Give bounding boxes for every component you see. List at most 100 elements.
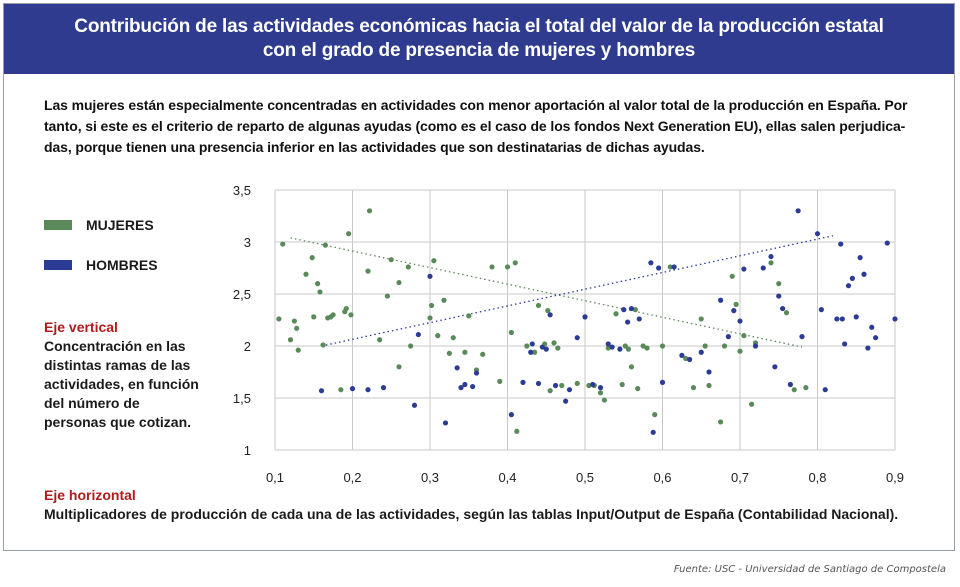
data-point-mujeres xyxy=(706,382,712,389)
data-point-mujeres xyxy=(294,325,300,331)
legend-label-women: MUJERES xyxy=(86,217,154,233)
data-point-mujeres xyxy=(768,260,774,266)
data-point-mujeres xyxy=(435,333,441,339)
data-point-mujeres xyxy=(462,349,468,355)
trendline-hombres xyxy=(321,235,834,347)
y-tick-label: 1 xyxy=(244,443,251,458)
x-tick-label: 0,3 xyxy=(421,470,439,485)
data-point-hombres xyxy=(718,297,724,303)
data-point-mujeres xyxy=(431,258,437,264)
data-point-mujeres xyxy=(545,308,551,314)
data-point-mujeres xyxy=(346,231,352,237)
data-point-hombres xyxy=(566,387,573,393)
data-point-mujeres xyxy=(791,387,797,393)
data-point-mujeres xyxy=(450,335,456,341)
data-point-hombres xyxy=(473,370,480,376)
legend-item-men: HOMBRES xyxy=(44,255,158,275)
y-tick-label: 3 xyxy=(244,235,251,250)
title-line-2: con el grado de presencia de mujeres y h… xyxy=(262,40,696,61)
data-point-mujeres xyxy=(497,378,503,384)
data-point-mujeres xyxy=(365,268,371,274)
data-point-hombres xyxy=(442,420,449,426)
data-point-mujeres xyxy=(291,318,297,324)
x-tick-label: 0,1 xyxy=(266,470,284,485)
data-point-mujeres xyxy=(317,289,323,295)
data-point-mujeres xyxy=(652,412,658,418)
data-point-mujeres xyxy=(659,343,666,349)
data-point-mujeres xyxy=(628,364,635,370)
vertical-axis-title: Eje vertical xyxy=(44,319,118,335)
data-point-hombres xyxy=(454,365,460,371)
data-point-mujeres xyxy=(737,348,743,354)
data-point-hombres xyxy=(528,349,534,355)
data-point-hombres xyxy=(508,412,514,418)
data-point-hombres xyxy=(787,381,793,388)
data-point-hombres xyxy=(818,307,824,313)
data-point-mujeres xyxy=(547,388,553,394)
intro-line-1: Las mujeres están especialmente concentr… xyxy=(44,97,908,113)
data-point-mujeres xyxy=(555,345,561,351)
y-tick-label: 3,5 xyxy=(233,183,251,198)
data-point-hombres xyxy=(574,335,580,341)
x-tick-label: 0,4 xyxy=(498,470,516,485)
data-point-hombres xyxy=(458,385,464,391)
data-point-mujeres xyxy=(508,329,514,336)
data-point-hombres xyxy=(415,331,421,338)
data-point-hombres xyxy=(884,240,890,246)
data-point-mujeres xyxy=(396,279,402,286)
data-point-mujeres xyxy=(315,281,321,287)
data-point-mujeres xyxy=(535,302,542,309)
data-point-mujeres xyxy=(388,257,394,263)
data-point-mujeres xyxy=(427,315,433,321)
data-point-mujeres xyxy=(698,316,704,322)
data-point-mujeres xyxy=(741,333,747,339)
data-point-mujeres xyxy=(276,316,282,322)
data-point-hombres xyxy=(725,334,731,340)
data-point-hombres xyxy=(621,307,627,313)
data-point-mujeres xyxy=(287,337,294,343)
legend-label-men: HOMBRES xyxy=(86,257,158,273)
data-point-hombres xyxy=(411,402,418,408)
data-point-mujeres xyxy=(690,385,697,391)
data-point-hombres xyxy=(427,273,433,279)
data-point-hombres xyxy=(776,293,782,299)
data-point-hombres xyxy=(535,380,542,387)
data-point-mujeres xyxy=(559,382,565,389)
data-point-mujeres xyxy=(309,255,315,261)
data-point-hombres xyxy=(857,255,863,261)
data-point-mujeres xyxy=(384,293,390,299)
data-point-hombres xyxy=(659,379,666,385)
data-point-mujeres xyxy=(729,273,735,279)
data-point-hombres xyxy=(698,349,704,355)
data-point-hombres xyxy=(365,387,371,393)
data-point-hombres xyxy=(590,381,596,388)
data-point-mujeres xyxy=(718,419,724,425)
data-point-mujeres xyxy=(783,310,790,316)
data-point-mujeres xyxy=(619,381,625,388)
data-point-hombres xyxy=(609,344,615,350)
data-point-mujeres xyxy=(733,301,739,307)
vertical-axis-body: Concentración en las distintas ramas de … xyxy=(44,338,199,430)
data-point-hombres xyxy=(650,429,656,435)
data-point-mujeres xyxy=(295,347,301,353)
data-point-mujeres xyxy=(721,343,728,349)
data-point-hombres xyxy=(648,260,654,266)
data-point-hombres xyxy=(687,356,693,363)
data-point-hombres xyxy=(853,314,859,320)
data-point-mujeres xyxy=(428,302,435,309)
data-point-hombres xyxy=(814,231,821,237)
data-point-hombres xyxy=(349,386,356,392)
legend-item-women: MUJERES xyxy=(44,215,158,235)
x-tick-label: 0,5 xyxy=(576,470,594,485)
data-point-hombres xyxy=(737,318,743,324)
data-point-mujeres xyxy=(551,340,557,346)
data-point-mujeres xyxy=(613,311,619,317)
data-point-hombres xyxy=(873,335,879,341)
data-point-hombres xyxy=(849,275,855,281)
data-point-hombres xyxy=(839,316,845,322)
data-point-hombres xyxy=(318,388,325,394)
data-point-hombres xyxy=(842,341,848,347)
data-point-mujeres xyxy=(512,260,518,266)
data-point-hombres xyxy=(520,379,526,385)
data-point-mujeres xyxy=(441,297,447,303)
